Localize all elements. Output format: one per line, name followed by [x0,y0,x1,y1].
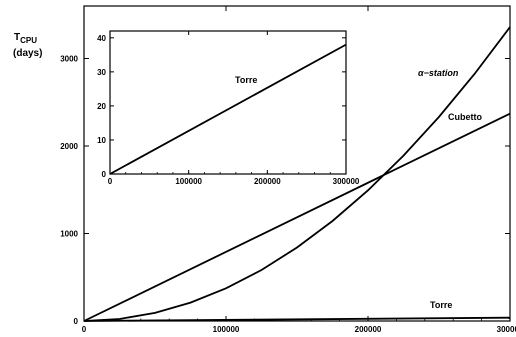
main-line-cubetto [83,112,511,322]
main-line-torre [83,316,511,322]
main-y-tick-label: 3000 [60,55,78,64]
inset-x-tick-label: 200000 [254,177,281,186]
inset-plot-area: 0 100000 200000 300000 0 10 20 30 40 Torre [97,31,360,186]
main-y-tick-label: 0 [74,317,79,326]
main-y-tick-label: 2000 [60,142,78,151]
main-x-tick-label: 0 [82,325,87,334]
inset-x-tick-label: 100000 [175,177,202,186]
inset-plot-frame [109,30,347,175]
inset-x-tick-label: 300000 [333,177,360,186]
inset-y-tick-label: 0 [102,170,107,179]
main-x-tick-label: 300000 [497,325,516,334]
main-series-label-station: α−station [418,68,459,78]
inset-y-tick-label: 40 [97,34,106,43]
inset-series-label-torre: Torre [235,75,257,85]
inset-x-tick-label: 0 [108,177,113,186]
inset-line-torre [109,43,347,175]
main-series-label-cubetto: Cubetto [448,112,482,122]
main-line-station [83,26,511,322]
main-plot-area: 01000002000003000000100020003000α−statio… [60,6,516,334]
y-axis-title-sub: CPU [20,36,37,45]
y-axis-title-main: T [14,32,20,43]
inset-y-tick-label: 20 [97,102,106,111]
main-x-tick-label: 100000 [213,325,240,334]
inset-y-tick-label: 30 [97,68,106,77]
y-axis-unit: (days) [13,48,42,59]
main-x-tick-label: 200000 [355,325,382,334]
inset-y-tick-label: 10 [97,136,106,145]
y-axis-title: TCPU [14,32,37,45]
main-plot-frame [83,5,511,322]
main-y-tick-label: 1000 [60,230,78,239]
main-series-label-torre: Torre [430,300,452,310]
